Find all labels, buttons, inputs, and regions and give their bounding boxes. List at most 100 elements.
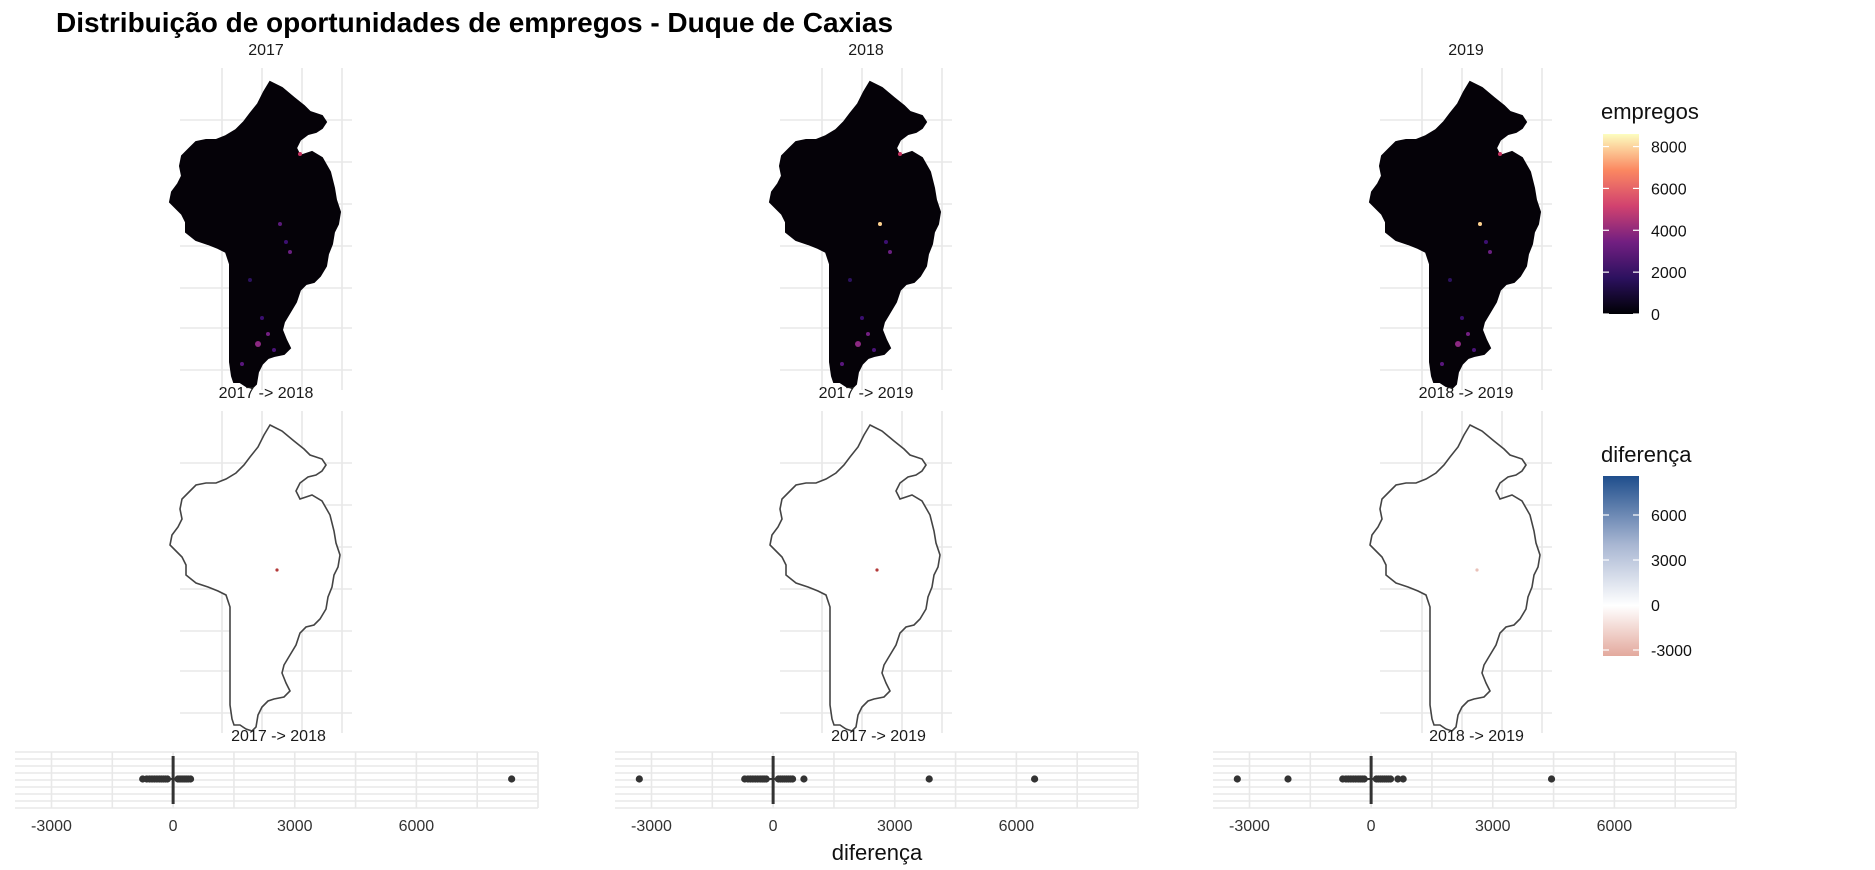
- legend-tick-label: 2000: [1651, 265, 1687, 282]
- difference-hotspot: [875, 568, 879, 572]
- legend-colorbar: [1603, 476, 1639, 656]
- boxplot-gridlines: [615, 751, 1139, 809]
- employment-hotspot: [866, 332, 870, 336]
- municipality-shape: [1369, 424, 1541, 732]
- x-tick-label: -3000: [631, 818, 672, 835]
- legend-colorbar: [1603, 134, 1639, 314]
- emprego-map-panel: 2018: [769, 42, 952, 390]
- legends: empregos 0 2000 4000 6000 8000 diferença -3000 0…: [1601, 99, 1699, 660]
- outlier-point: [1233, 775, 1241, 783]
- outlier-point: [925, 775, 933, 783]
- employment-hotspot: [1440, 362, 1444, 366]
- boxplot-panel: 2017 -> 2019 -3000 0 3000 6000: [615, 728, 1139, 835]
- legend-title: empregos: [1601, 99, 1699, 124]
- employment-hotspot: [1460, 316, 1464, 320]
- municipality-shape: [1369, 81, 1541, 389]
- employment-hotspot: [1455, 341, 1461, 347]
- outlier-point: [1399, 775, 1407, 783]
- legend-tick-label: 6000: [1651, 181, 1687, 198]
- employment-hotspot: [884, 240, 888, 244]
- outlier-point: [1386, 775, 1395, 783]
- x-tick-label: -3000: [1229, 818, 1270, 835]
- employment-hotspot: [272, 348, 276, 352]
- employment-hotspot: [298, 152, 302, 156]
- outlier-point: [762, 775, 770, 783]
- employment-hotspot: [240, 362, 244, 366]
- municipality-shape: [169, 424, 341, 732]
- outlier-point: [163, 775, 172, 783]
- difference-hotspot: [275, 568, 279, 572]
- employment-hotspot: [872, 348, 876, 352]
- municipality-shape: [169, 81, 341, 389]
- municipality-shape: [769, 424, 941, 732]
- employment-hotspot: [1484, 240, 1488, 244]
- x-tick-label: 3000: [1475, 818, 1511, 835]
- x-axis-label: diferença: [832, 840, 923, 865]
- employment-hotspot: [260, 316, 264, 320]
- emprego-map-panel: 2019: [1369, 42, 1552, 390]
- x-tick-label: 6000: [399, 818, 435, 835]
- map-panels: 2017 2018 2019 2017 -> 2018 2017 -> 2019 2018…: [169, 42, 1552, 733]
- panel-title: 2019: [1448, 42, 1484, 59]
- employment-hotspot: [1466, 332, 1470, 336]
- difference-hotspot: [1475, 568, 1479, 572]
- outlier-point: [1547, 775, 1556, 783]
- x-tick-label: 6000: [1597, 818, 1633, 835]
- x-tick-label: 0: [1367, 818, 1376, 835]
- diferenca-map-panel: 2017 -> 2018: [169, 385, 352, 733]
- employment-hotspot: [1448, 278, 1452, 282]
- employment-hotspot: [255, 341, 261, 347]
- figure-title: Distribuição de oportunidades de emprego…: [56, 7, 893, 38]
- boxplot-panels: 2017 -> 2018 -3000 0 3000 6000 2017 -> 2019 -3…: [15, 728, 1737, 835]
- x-tick-label: 0: [769, 818, 778, 835]
- employment-hotspot: [278, 222, 282, 226]
- outlier-point: [635, 775, 643, 783]
- outlier-point: [508, 775, 516, 783]
- x-tick-label: -3000: [31, 818, 72, 835]
- legend-tick-label: 0: [1651, 598, 1660, 615]
- panel-title: 2018: [848, 42, 884, 59]
- x-tick-label: 6000: [999, 818, 1035, 835]
- legend-diferença: diferença -3000 0 3000 6000: [1601, 442, 1692, 660]
- outlier-point: [788, 775, 797, 783]
- employment-hotspot: [1498, 152, 1502, 156]
- outlier-point: [800, 775, 808, 783]
- panel-title: 2017 -> 2018: [231, 728, 326, 745]
- panel-title: 2017 -> 2018: [219, 385, 314, 402]
- employment-hotspot: [288, 250, 292, 254]
- boxplot-gridlines: [1213, 751, 1737, 809]
- x-tick-label: 3000: [277, 818, 313, 835]
- legend-tick-label: 3000: [1651, 553, 1687, 570]
- x-tick-label: 3000: [877, 818, 913, 835]
- outlier-point: [1360, 775, 1368, 783]
- outlier-point: [1284, 775, 1292, 783]
- employment-hotspot: [898, 152, 902, 156]
- employment-hotspot: [888, 250, 892, 254]
- outlier-point: [1031, 775, 1039, 783]
- boxplot-gridlines: [15, 751, 539, 809]
- municipality-shape: [769, 81, 941, 389]
- employment-hotspot: [266, 332, 270, 336]
- emprego-map-panel: 2017: [169, 42, 352, 390]
- employment-hotspot: [284, 240, 288, 244]
- panel-title: 2017 -> 2019: [831, 728, 926, 745]
- outlier-point: [1394, 775, 1402, 783]
- employment-hotspot: [860, 316, 864, 320]
- outlier-point: [186, 775, 195, 783]
- diferenca-map-panel: 2017 -> 2019: [769, 385, 952, 733]
- diferenca-map-panel: 2018 -> 2019: [1369, 385, 1552, 733]
- legend-tick-label: 6000: [1651, 508, 1687, 525]
- boxplot-panel: 2017 -> 2018 -3000 0 3000 6000: [15, 728, 539, 835]
- employment-hotspot: [848, 278, 852, 282]
- employment-hotspot: [1472, 348, 1476, 352]
- legend-empregos: empregos 0 2000 4000 6000 8000: [1601, 99, 1699, 324]
- boxplot-panel: 2018 -> 2019 -3000 0 3000 6000: [1213, 728, 1737, 835]
- panel-title: 2017 -> 2019: [819, 385, 914, 402]
- panel-title: 2018 -> 2019: [1429, 728, 1524, 745]
- employment-hotspot: [840, 362, 844, 366]
- employment-hotspot: [855, 341, 861, 347]
- legend-tick-label: 4000: [1651, 223, 1687, 240]
- employment-hotspot: [248, 278, 252, 282]
- legend-tick-label: 8000: [1651, 140, 1687, 157]
